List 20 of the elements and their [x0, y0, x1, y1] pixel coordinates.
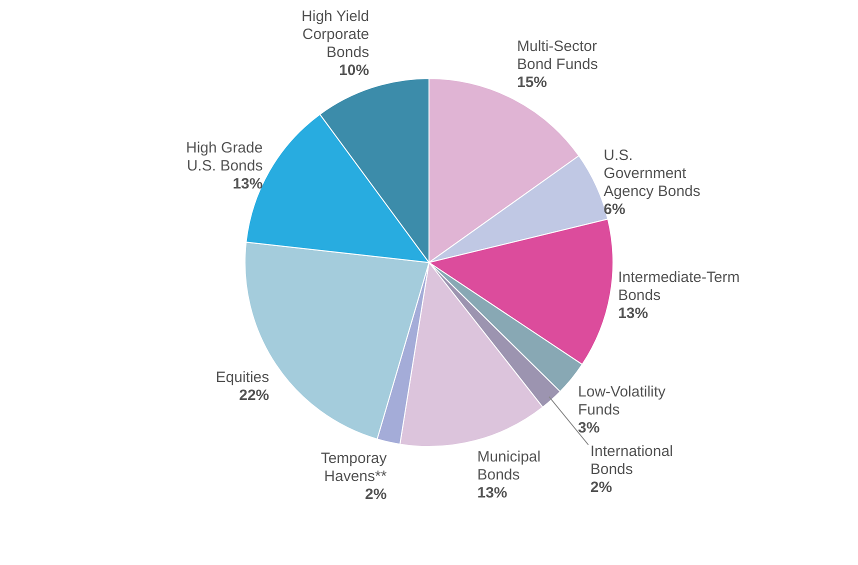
slice-label: High Yield Corporate Bonds: [302, 8, 370, 62]
slice-label: Low-Volatility Funds: [578, 384, 666, 419]
data-label: 13%: [477, 484, 508, 502]
slice-label: U.S. Government Agency Bonds: [604, 146, 700, 200]
slice-label: International Bonds: [590, 442, 673, 478]
data-label: 6%: [604, 200, 626, 218]
slice-label: Intermediate-Term Bonds: [618, 268, 740, 304]
data-label: 13%: [232, 176, 263, 193]
slice-label: Municipal Bonds: [477, 448, 541, 484]
data-label: 3%: [578, 420, 600, 437]
data-label: 15%: [516, 74, 548, 91]
data-label: 13%: [618, 304, 648, 322]
slice-label: Temporay Havens**: [320, 450, 388, 485]
slice-label: Multi-Sector Bond Funds: [516, 38, 598, 73]
data-label: 2%: [590, 478, 612, 496]
slice-label: Equities: [216, 368, 270, 386]
data-label: 10%: [339, 62, 370, 80]
slice-label: High Grade U.S. Bonds: [186, 140, 263, 175]
data-label: 2%: [365, 486, 387, 503]
data-label: 22%: [239, 386, 270, 404]
